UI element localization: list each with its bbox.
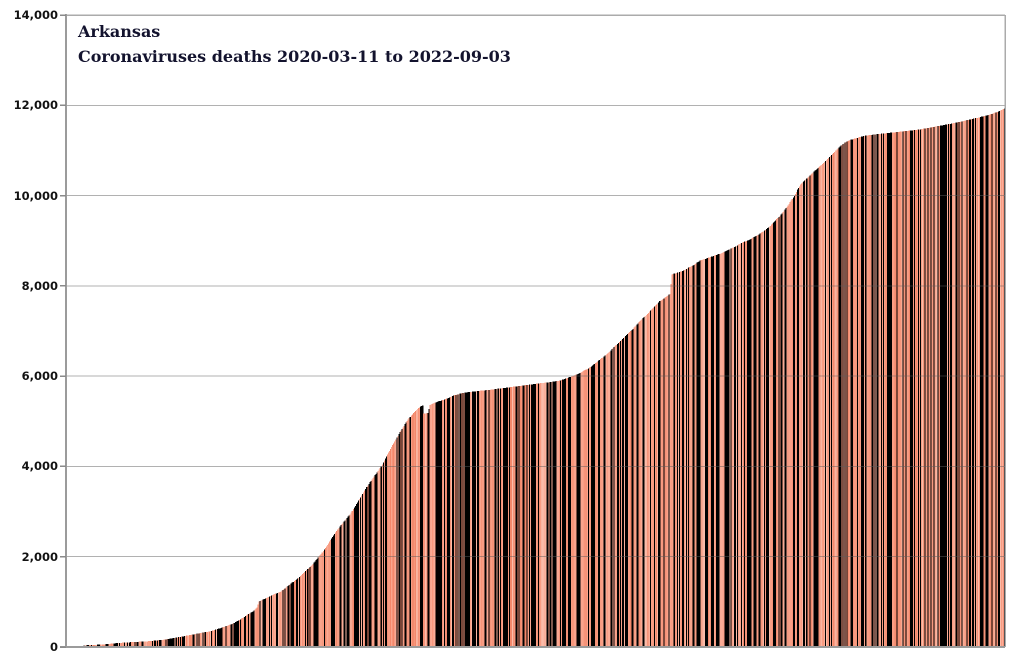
y-axis-tick-label: 6,000 (21, 369, 58, 384)
chart-title: Arkansas (78, 22, 161, 41)
y-axis-tick-label: 10,000 (13, 188, 58, 203)
bars (67, 108, 1006, 648)
gridlines (66, 104, 1005, 558)
chart-subtitle: Coronaviruses deaths 2020-03-11 to 2022-… (78, 47, 511, 66)
chart-title-block: Arkansas Coronaviruses deaths 2020-03-11… (78, 20, 511, 70)
y-axis-tick-label: 12,000 (13, 98, 58, 113)
axes (60, 14, 1006, 648)
y-axis-tick-label: 14,000 (13, 8, 58, 22)
y-axis-tick-label: 4,000 (21, 459, 58, 474)
y-axis-tick-label: 8,000 (21, 278, 58, 293)
y-axis-tick-label: 0 (49, 640, 58, 654)
y-axis-tick-label: 2,000 (21, 549, 58, 564)
